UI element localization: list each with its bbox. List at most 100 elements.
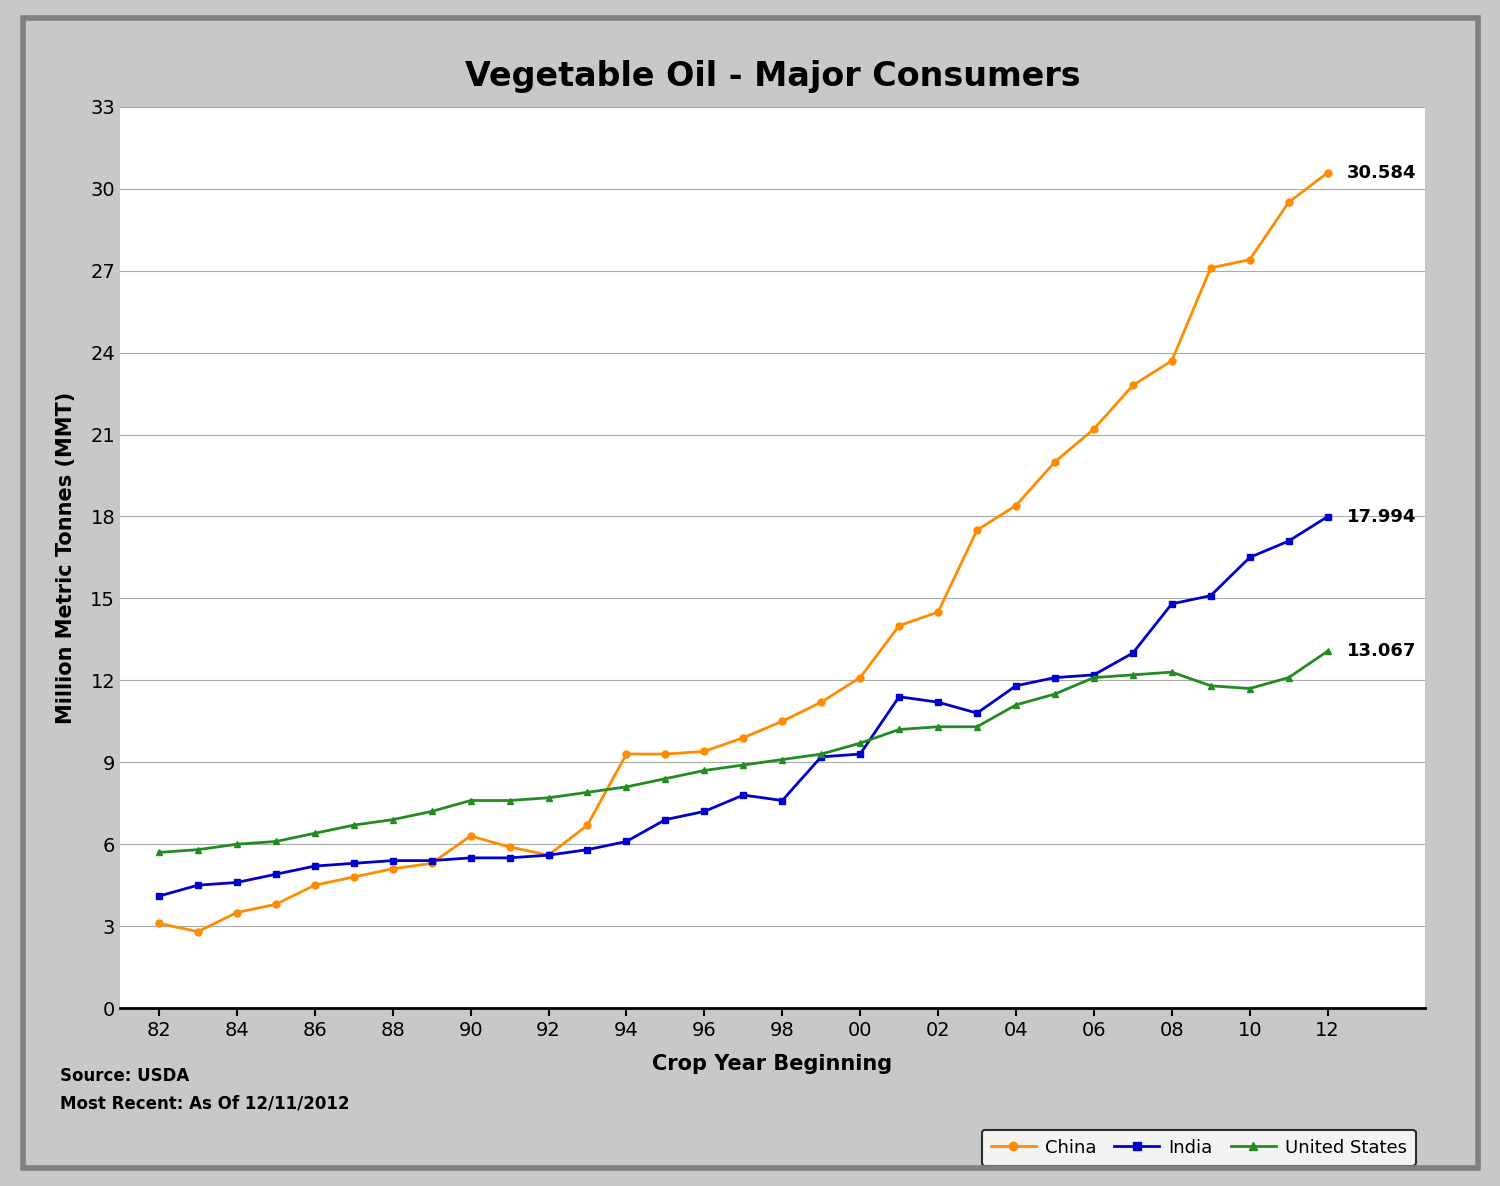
China [306,878,324,892]
India [540,848,558,862]
China [735,731,753,745]
China [1280,196,1298,210]
India [501,850,519,865]
China [772,714,790,728]
Line: India: India [156,514,1330,900]
China [540,848,558,862]
China [501,840,519,854]
China [189,925,207,939]
India [812,750,830,764]
United States [1162,665,1180,680]
India [735,788,753,802]
China [579,818,597,833]
Text: Most Recent: As Of 12/11/2012: Most Recent: As Of 12/11/2012 [60,1095,350,1112]
India [1124,646,1142,661]
China [1007,498,1025,512]
China [1318,166,1336,180]
India [423,854,441,868]
United States [618,779,636,793]
India [1007,678,1025,693]
United States [462,793,480,808]
Y-axis label: Million Metric Tonnes (MMT): Million Metric Tonnes (MMT) [57,391,76,723]
China [345,869,363,884]
India [618,835,636,849]
Text: 17.994: 17.994 [1347,508,1416,525]
China [462,829,480,843]
India [1202,588,1219,602]
United States [696,764,714,778]
Legend: China, India, United States: China, India, United States [981,1130,1416,1166]
India [267,867,285,881]
India [696,804,714,818]
United States [657,772,675,786]
United States [850,737,868,751]
India [1046,670,1064,684]
India [1240,550,1258,565]
China [928,605,946,619]
China [1084,422,1102,436]
Text: 30.584: 30.584 [1347,164,1416,181]
China [150,917,168,931]
India [150,890,168,904]
China [1240,253,1258,267]
United States [928,720,946,734]
United States [812,747,830,761]
Title: Vegetable Oil - Major Consumers: Vegetable Oil - Major Consumers [465,60,1080,93]
India [579,842,597,856]
China [423,856,441,871]
United States [1046,687,1064,701]
India [928,695,946,709]
India [306,859,324,873]
China [1162,353,1180,368]
India [850,747,868,761]
China [228,905,246,919]
India [1318,510,1336,524]
Text: 13.067: 13.067 [1347,642,1416,661]
United States [306,827,324,841]
China [618,747,636,761]
China [1046,454,1064,468]
China [267,897,285,911]
United States [1124,668,1142,682]
China [1202,261,1219,275]
United States [1318,644,1336,658]
United States [968,720,986,734]
Line: United States: United States [156,648,1330,856]
United States [501,793,519,808]
China [968,523,986,537]
China [850,670,868,684]
India [968,706,986,720]
Text: Source: USDA: Source: USDA [60,1067,189,1085]
China [384,862,402,876]
Line: China: China [156,170,1330,935]
United States [1240,682,1258,696]
China [1124,378,1142,393]
United States [1084,670,1102,684]
India [384,854,402,868]
United States [772,752,790,766]
United States [1202,678,1219,693]
United States [540,791,558,805]
United States [579,785,597,799]
United States [189,842,207,856]
India [189,878,207,892]
United States [150,846,168,860]
X-axis label: Crop Year Beginning: Crop Year Beginning [652,1054,892,1075]
China [812,695,830,709]
India [345,856,363,871]
India [657,812,675,827]
United States [267,835,285,849]
India [1162,597,1180,611]
India [1084,668,1102,682]
United States [735,758,753,772]
India [228,875,246,890]
United States [384,812,402,827]
United States [890,722,908,737]
India [1280,534,1298,548]
India [772,793,790,808]
China [657,747,675,761]
United States [423,804,441,818]
United States [345,818,363,833]
United States [228,837,246,852]
India [462,850,480,865]
